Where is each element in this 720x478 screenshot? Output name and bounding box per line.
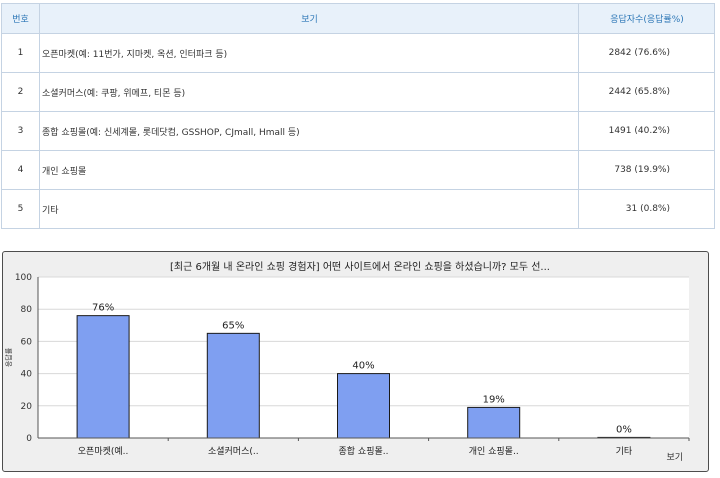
data-label: 65%	[222, 320, 244, 331]
row-label: 오픈마켓(예: 11번가, 지마켓, 옥션, 인터파크 등)	[39, 33, 579, 73]
row-number: 5	[1, 189, 40, 229]
y-tick-label: 80	[21, 305, 33, 315]
row-count: 2842 (76.6%)	[578, 33, 715, 73]
row-count: 2442 (65.8%)	[578, 72, 715, 112]
x-tick-label: 소셜커머스(..	[208, 446, 259, 457]
data-label: 19%	[483, 394, 505, 405]
row-number: 1	[1, 33, 40, 73]
table-row: 4 개인 쇼핑몰 738 (19.9%)	[1, 150, 715, 190]
y-tick-label: 40	[21, 370, 33, 380]
table-header-row: 번호 보기 응답자수(응답률%)	[1, 3, 715, 34]
row-label: 종합 쇼핑몰(예: 신세계몰, 롯데닷컴, GSSHOP, CJmall, Hm…	[39, 111, 579, 151]
header-no: 번호	[1, 3, 40, 34]
x-tick-label: 개인 쇼핑몰..	[469, 446, 519, 457]
x-tick-label: 오픈마켓(예..	[78, 446, 129, 457]
y-axis-title: 응답률	[4, 347, 13, 367]
data-label: 0%	[616, 424, 632, 435]
row-label: 소셜커머스(예: 쿠팡, 위메프, 티몬 등)	[39, 72, 579, 112]
header-label: 보기	[39, 3, 579, 34]
table-row: 5 기타 31 (0.8%)	[1, 189, 715, 229]
chart-axes: 0 20 40 60 80 100 오픈마켓(예.. 소셜커머스(.. 종합 쇼핑몰.. 개인 쇼…	[4, 273, 690, 463]
table-row: 3 종합 쇼핑몰(예: 신세계몰, 롯데닷컴, GSSHOP, CJmall, …	[1, 111, 715, 151]
x-axis-title: 보기	[666, 452, 683, 463]
header-count: 응답자수(응답률%)	[578, 3, 715, 34]
row-label: 기타	[39, 189, 579, 229]
table-row: 2 소셜커머스(예: 쿠팡, 위메프, 티몬 등) 2442 (65.8%)	[1, 72, 715, 112]
y-tick-label: 60	[21, 337, 33, 347]
row-count: 31 (0.8%)	[578, 189, 715, 229]
data-label: 76%	[92, 303, 114, 314]
row-number: 3	[1, 111, 40, 151]
chart-title: [최근 6개월 내 온라인 쇼핑 경험자] 어떤 사이트에서 온라인 쇼핑을 하…	[170, 262, 550, 273]
x-tick-label: 기타	[616, 446, 633, 457]
table-row: 1 오픈마켓(예: 11번가, 지마켓, 옥션, 인터파크 등) 2842 (7…	[1, 33, 715, 73]
data-label: 40%	[352, 361, 374, 372]
y-tick-label: 0	[26, 434, 32, 444]
y-tick-label: 20	[21, 402, 33, 412]
bar	[206, 332, 260, 439]
bar	[76, 315, 130, 439]
results-table: 번호 보기 응답자수(응답률%) 1 오픈마켓(예: 11번가, 지마켓, 옥션…	[1, 3, 715, 229]
x-tick-label: 종합 쇼핑몰..	[339, 446, 389, 457]
y-tick-label: 100	[15, 273, 32, 283]
row-label: 개인 쇼핑몰	[39, 150, 579, 190]
row-count: 738 (19.9%)	[578, 150, 715, 190]
bar	[467, 406, 521, 439]
bar	[337, 373, 390, 439]
